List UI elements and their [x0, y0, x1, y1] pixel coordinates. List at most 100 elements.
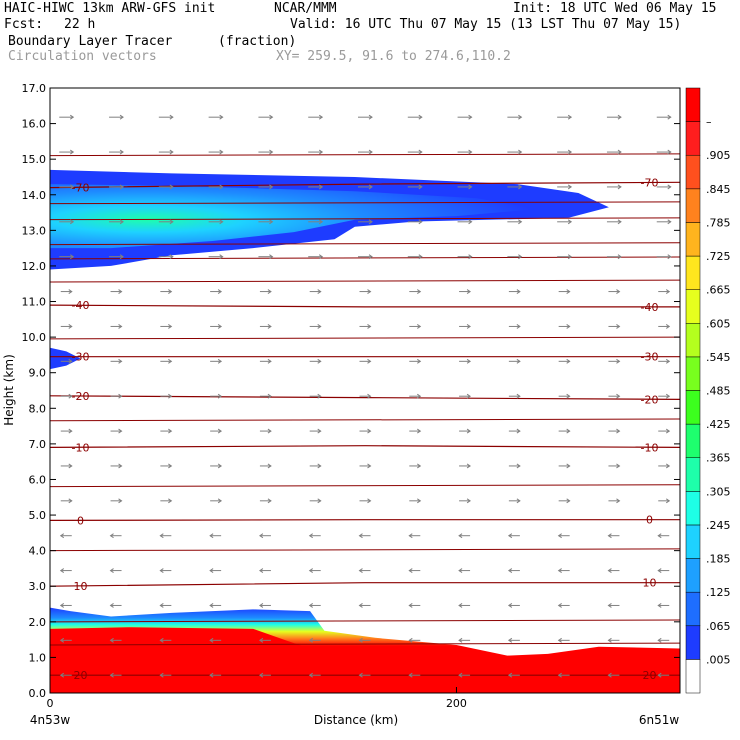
wind-vector-head	[269, 149, 274, 155]
temperature-contour	[49, 445, 681, 448]
colorbar-swatch	[685, 558, 701, 593]
wind-vector-head	[217, 393, 223, 399]
wind-vector-head	[557, 568, 562, 573]
wind-vector-head	[616, 498, 621, 504]
colorbar-swatch	[685, 255, 701, 290]
wind-vector-head	[109, 672, 114, 678]
contour-label: 10	[73, 580, 87, 593]
wind-vector-head	[607, 603, 612, 608]
y-tick-label: 3.0	[29, 580, 47, 593]
wind-vector-head	[269, 219, 274, 225]
contour-label: -20	[641, 393, 659, 406]
colorbar-swatch	[685, 323, 701, 358]
wind-vector-head	[458, 637, 463, 643]
wind-vector-head	[418, 219, 423, 225]
wind-vector-head	[516, 428, 521, 434]
tracer-boundary-layer-max	[50, 627, 680, 693]
wind-vector-head	[209, 533, 214, 539]
wind-vector-head	[358, 568, 363, 573]
wind-vector-head	[418, 254, 423, 260]
wind-vector-head	[318, 114, 324, 120]
contour-line	[49, 242, 681, 246]
wind-vector-head	[417, 428, 422, 434]
wind-vector-head	[466, 324, 471, 329]
wind-vector-head	[616, 393, 621, 399]
wind-vector-head	[567, 114, 573, 120]
wind-vector-head	[468, 149, 473, 155]
wind-vector-head	[259, 533, 264, 539]
wind-vector-head	[317, 358, 322, 364]
wind-vector-head	[358, 533, 363, 539]
overlay-name: Circulation vectors	[8, 49, 157, 64]
wind-vector-head	[217, 358, 223, 364]
contour-line	[49, 336, 681, 340]
contour-line	[49, 279, 681, 283]
wind-vector-head	[616, 324, 621, 329]
wind-vector-head	[617, 219, 622, 225]
tracer-mid-patch	[50, 347, 81, 370]
wind-vector-head	[68, 498, 73, 504]
x-endpoint-left: 4n53w	[30, 713, 71, 727]
colorbar-swatch	[685, 591, 701, 627]
wind-vector-head	[408, 637, 413, 643]
wind-vector-head	[518, 114, 523, 120]
wind-vector-head	[118, 393, 123, 399]
wind-vector-head	[566, 428, 571, 434]
wind-vector-head	[468, 219, 473, 225]
y-tick-label: 7.0	[29, 438, 47, 451]
wind-vector-head	[367, 289, 372, 294]
wind-vector-head	[418, 184, 423, 190]
contour-label: -40	[71, 299, 89, 312]
wind-vector-head	[169, 149, 174, 155]
wind-vector-head	[119, 184, 124, 190]
wind-vector-head	[308, 637, 313, 643]
y-tick-label: 9.0	[29, 367, 47, 380]
wind-vector-head	[119, 219, 124, 225]
y-tick-label: 0.0	[29, 687, 47, 700]
wind-vector-head	[118, 428, 123, 434]
colorbar-label: .245	[706, 519, 731, 532]
wind-vector-head	[217, 498, 223, 504]
wind-vector-head	[507, 672, 513, 678]
wind-vector-head	[667, 149, 672, 155]
wind-vector-head	[367, 393, 372, 399]
wind-vector-head	[567, 219, 573, 225]
wind-vector-head	[657, 637, 662, 643]
wind-vector-head	[516, 324, 521, 329]
contour-label: -10	[641, 441, 659, 454]
colorbar-label: .305	[706, 485, 731, 498]
wind-vector-head	[267, 358, 272, 364]
wind-vector-head	[466, 498, 471, 504]
wind-vector-head	[607, 568, 612, 573]
wind-vector-head	[267, 393, 272, 399]
wind-vector-head	[665, 289, 671, 294]
wind-vector-head	[417, 358, 422, 364]
wind-vector-head	[267, 498, 272, 504]
colorbar-label: .605	[706, 317, 731, 330]
wind-vector-head	[59, 533, 65, 539]
contour-label: 20	[643, 669, 657, 682]
wind-vector-head	[566, 463, 571, 469]
wind-vector-head	[368, 114, 373, 120]
wind-vector-head	[168, 393, 173, 399]
model-title: HAIC-HIWC 13km ARW-GFS init	[4, 1, 216, 16]
wind-vector-head	[68, 324, 73, 329]
wind-vector-head	[368, 149, 373, 155]
wind-vector-head	[466, 428, 471, 434]
wind-vector-head	[308, 533, 313, 539]
wind-vector-head	[318, 149, 324, 155]
wind-vector-head	[317, 498, 322, 504]
wind-vector-head	[219, 149, 224, 155]
wind-vector-head	[557, 672, 562, 678]
wind-vector-head	[617, 114, 622, 120]
wind-vector-head	[567, 184, 573, 190]
wind-vector-head	[566, 393, 571, 399]
y-tick-label: 17.0	[22, 82, 47, 95]
colorbar-label: .005	[706, 653, 731, 666]
wind-vector-head	[466, 463, 471, 469]
wind-vector-head	[317, 324, 322, 329]
wind-vector-head	[657, 533, 662, 539]
colorbar-swatch	[685, 491, 701, 526]
wind-vector-head	[217, 428, 223, 434]
wind-vector-head	[267, 324, 272, 329]
